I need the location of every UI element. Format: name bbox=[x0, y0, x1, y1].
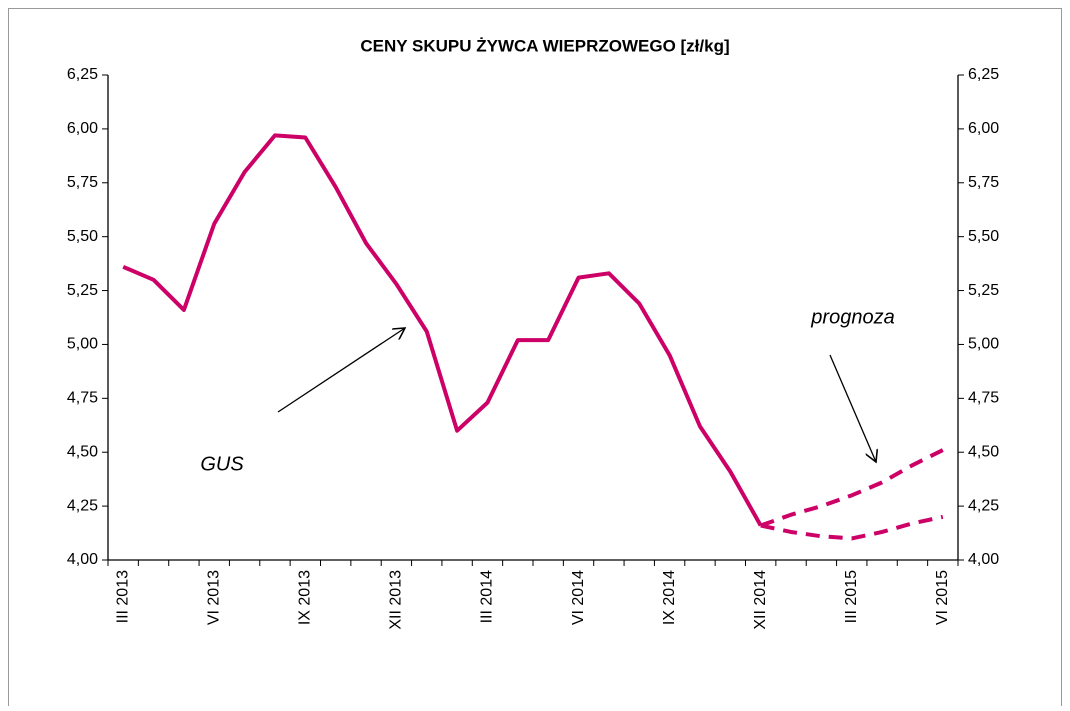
y2-tick-label: 4,50 bbox=[968, 443, 999, 460]
y2-tick-label: 6,25 bbox=[968, 66, 999, 83]
x-tick-label: IX 2014 bbox=[661, 570, 678, 625]
annotation: GUS bbox=[200, 453, 244, 475]
y-tick-label: 4,00 bbox=[67, 551, 98, 568]
y2-tick-label: 4,00 bbox=[968, 551, 999, 568]
x-tick-label: VI 2015 bbox=[934, 570, 951, 625]
y2-tick-label: 5,75 bbox=[968, 174, 999, 191]
series-line bbox=[760, 514, 944, 541]
x-tick-label: IX 2013 bbox=[297, 570, 314, 625]
y2-tick-label: 5,00 bbox=[968, 336, 999, 353]
y-tick-label: 5,75 bbox=[67, 174, 98, 191]
y-tick-label: 4,25 bbox=[67, 497, 98, 514]
annotation-arrow bbox=[829, 354, 876, 462]
series-line bbox=[122, 133, 763, 527]
x-tick-label: XII 2014 bbox=[752, 570, 769, 630]
x-tick-label: VI 2013 bbox=[205, 570, 222, 625]
y-tick-label: 6,25 bbox=[67, 66, 98, 83]
annotation: prognoza bbox=[810, 306, 894, 328]
series-line bbox=[760, 448, 944, 528]
x-tick-label: VI 2014 bbox=[570, 570, 587, 625]
chart-title: CENY SKUPU ŻYWCA WIEPRZOWEGO [zł/kg] bbox=[360, 36, 729, 55]
y-tick-label: 4,50 bbox=[67, 443, 98, 460]
x-tick-label: III 2014 bbox=[479, 570, 496, 623]
y2-tick-label: 5,25 bbox=[968, 282, 999, 299]
y-tick-label: 4,75 bbox=[67, 390, 98, 407]
annotation-arrow bbox=[277, 328, 405, 413]
y2-tick-label: 6,00 bbox=[968, 120, 999, 137]
chart-frame bbox=[8, 8, 1062, 711]
y-tick-label: 5,50 bbox=[67, 228, 98, 245]
y2-tick-label: 5,50 bbox=[968, 228, 999, 245]
y2-tick-label: 4,25 bbox=[968, 497, 999, 514]
x-tick-label: III 2015 bbox=[843, 570, 860, 623]
y2-tick-label: 4,75 bbox=[968, 390, 999, 407]
y-tick-label: 6,00 bbox=[67, 120, 98, 137]
x-tick-label: XII 2013 bbox=[388, 570, 405, 630]
y-tick-label: 5,00 bbox=[67, 336, 98, 353]
x-tick-label: III 2013 bbox=[114, 570, 131, 623]
y-tick-label: 5,25 bbox=[67, 282, 98, 299]
